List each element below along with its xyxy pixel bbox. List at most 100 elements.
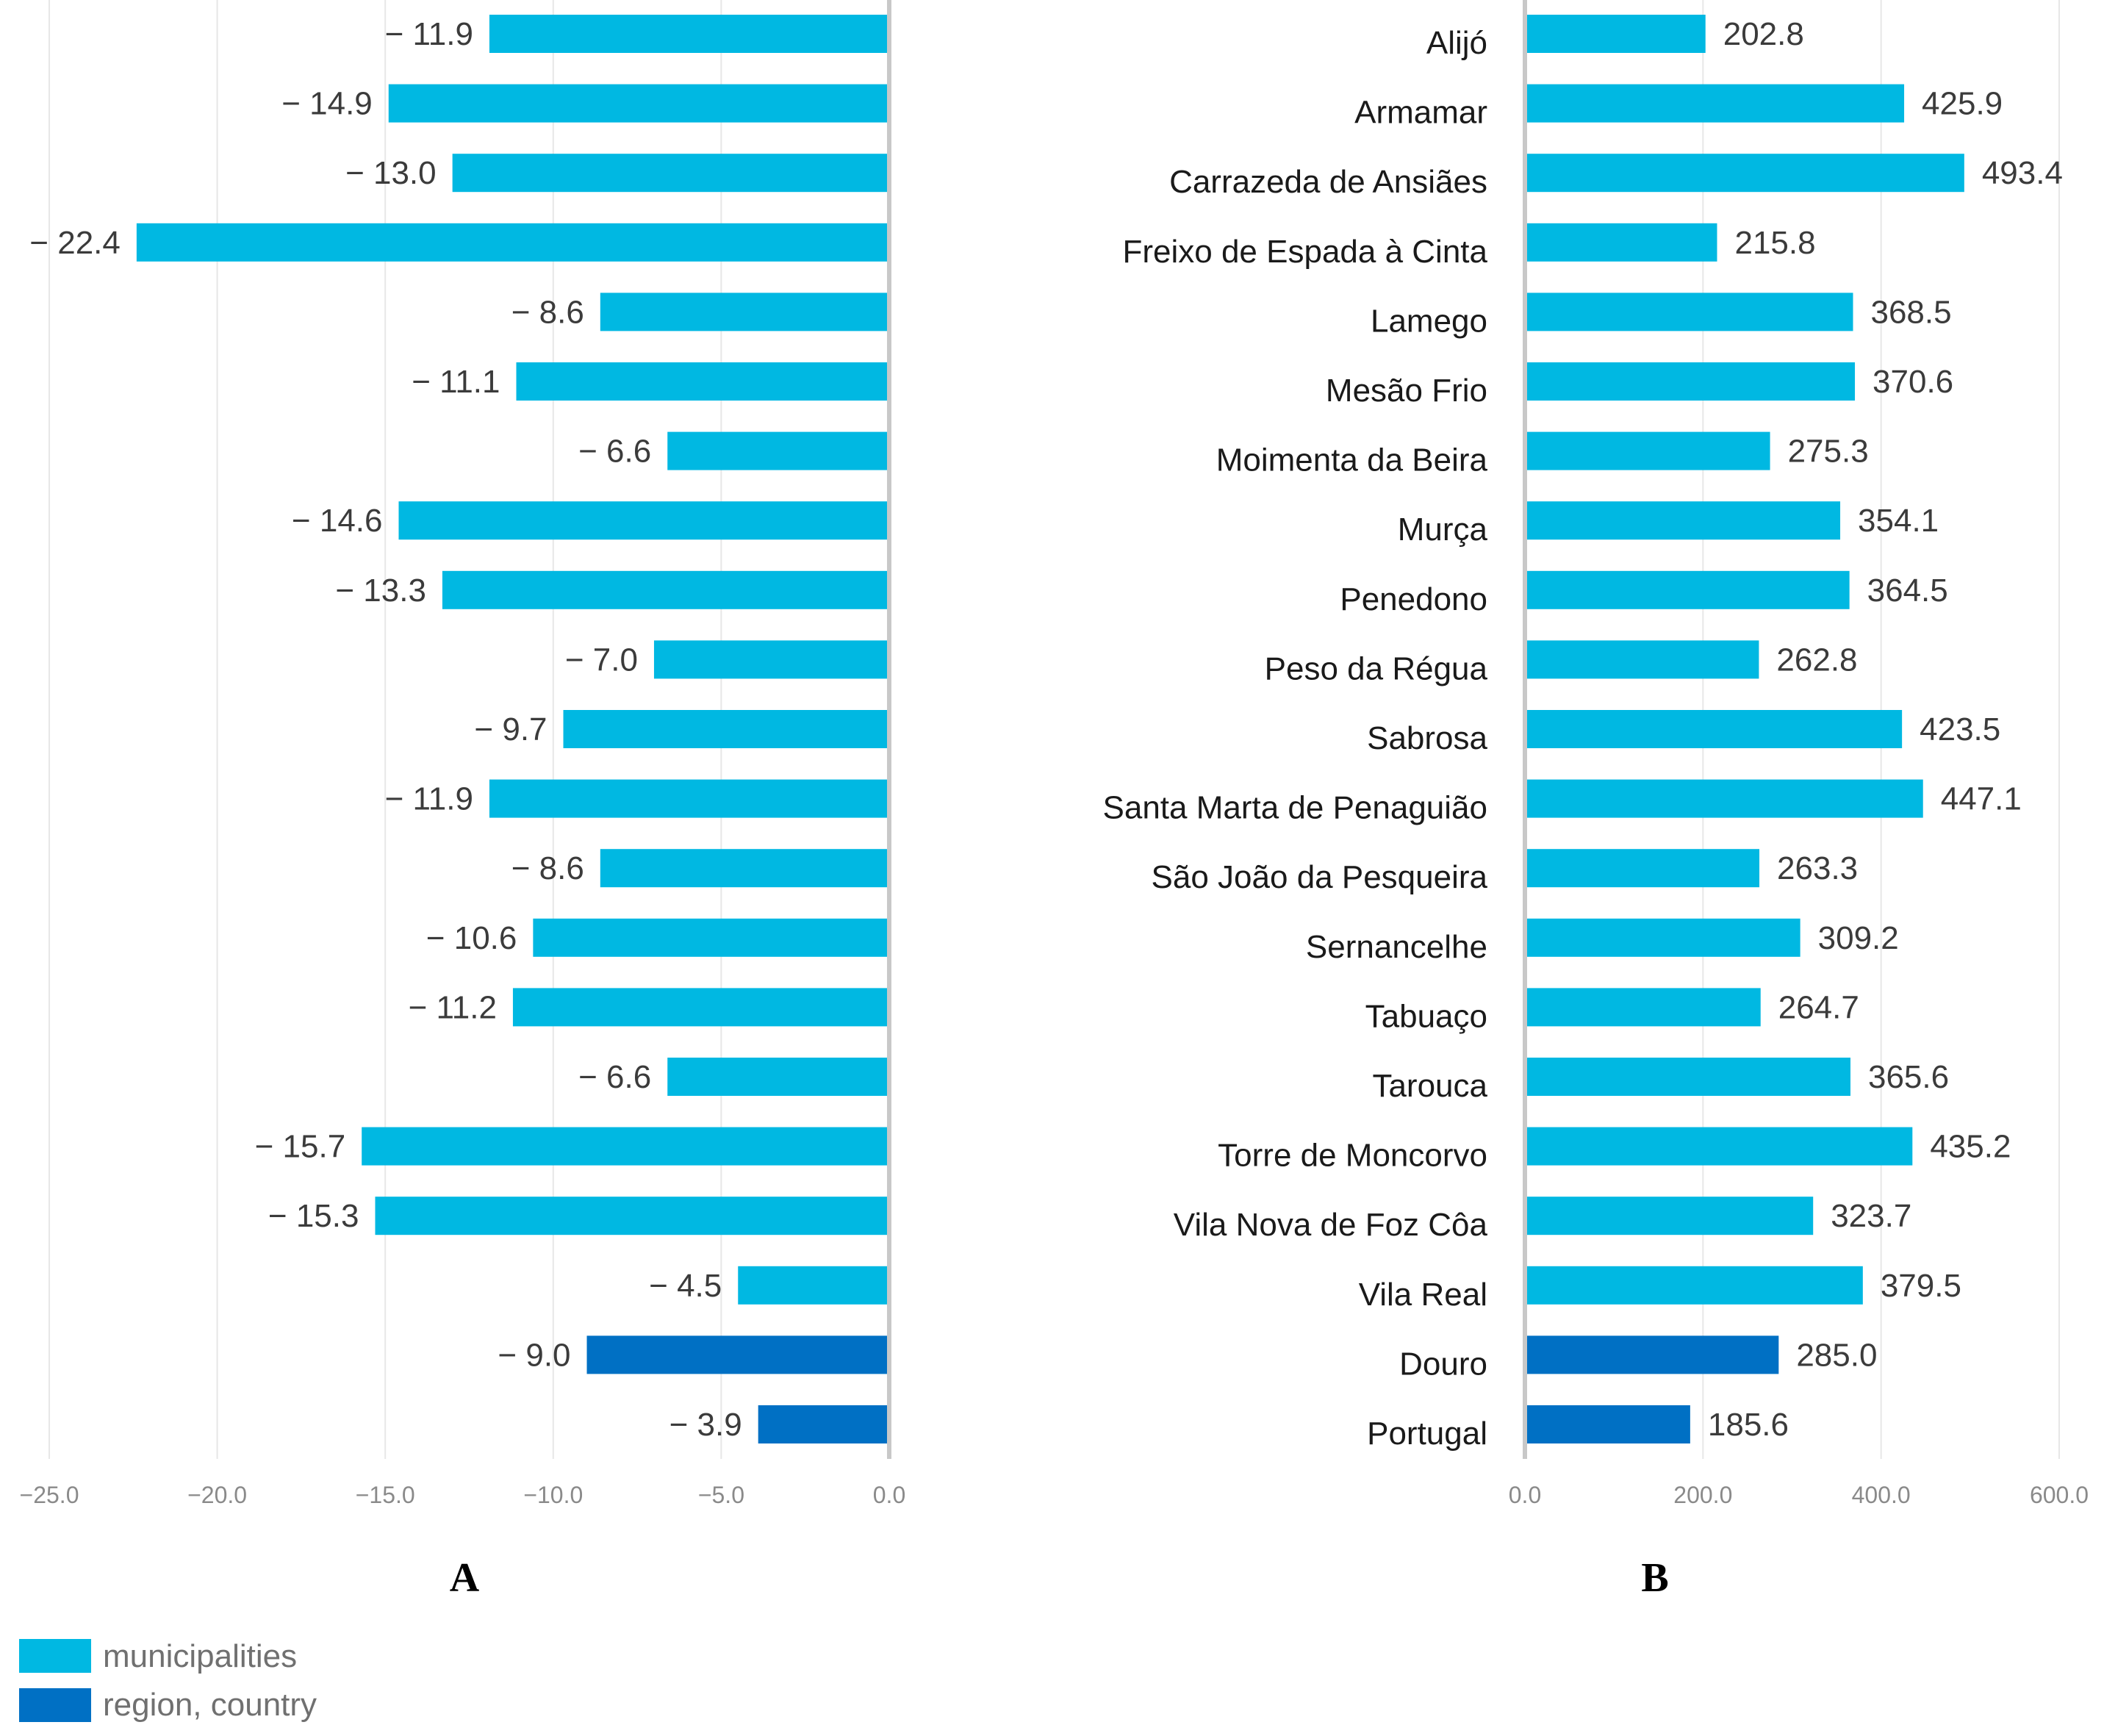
panel-b-label: B: [1641, 1555, 1668, 1601]
panel-a-bar: [738, 1266, 889, 1305]
panel-a-bar: [442, 570, 889, 609]
panel-a-x-tick-labels: −25.0 −20.0 −15.0 −10.0 −5.0 0.0: [20, 1482, 906, 1508]
panel-a-bar: [516, 362, 889, 401]
panel-a-value-label: − 15.7: [255, 1129, 346, 1165]
panel-b-x-tick-label: 200.0: [1673, 1482, 1732, 1508]
panel-b-bar: [1525, 1058, 1850, 1096]
panel-a-bar: [489, 15, 889, 53]
panel-a-value-label: − 13.0: [345, 155, 437, 191]
panel-b-value-label: 423.5: [1920, 711, 2000, 747]
panel-b-x-tick-label: 400.0: [1852, 1482, 1911, 1508]
panel-a-value-label: − 8.6: [511, 850, 584, 886]
panel-a-bar: [563, 710, 889, 748]
panel-b-bar: [1525, 154, 1964, 193]
panel-b-category-label: Sabrosa: [1367, 720, 1487, 756]
panel-b-bar: [1525, 1266, 1863, 1305]
panel-b-x-tick-labels: 0.0 200.0 400.0 600.0: [1509, 1482, 2089, 1508]
panel-b-category-label: Douro: [1399, 1346, 1487, 1382]
panel-b-category-label: Lamego: [1371, 303, 1487, 339]
panel-b-value-label: 202.8: [1723, 16, 1804, 52]
panel-b-category-label: Freixo de Espada à Cinta: [1122, 234, 1487, 270]
panel-a-x-tick-label: −20.0: [187, 1482, 247, 1508]
panel-b-value-label: 435.2: [1930, 1129, 2011, 1165]
panel-a-value-label: − 14.9: [281, 86, 373, 122]
panel-b-bar: [1525, 570, 1850, 609]
panel-a-value-label: − 6.6: [578, 434, 651, 470]
panel-a-x-tick-label: 0.0: [873, 1482, 905, 1508]
panel-a-bars: [136, 15, 890, 1443]
panel-a-value-label: − 9.7: [474, 711, 547, 747]
panel-b-value-label: 185.6: [1708, 1407, 1789, 1443]
panel-b-value-label: 263.3: [1777, 850, 1858, 886]
panel-b-bar: [1525, 849, 1760, 888]
panel-b-bar: [1525, 293, 1853, 331]
panel-b-bar: [1525, 431, 1770, 470]
panel-b-bar: [1525, 84, 1905, 123]
panel-a-bar: [398, 501, 889, 540]
panel-b-x-tick-label: 0.0: [1509, 1482, 1541, 1508]
panel-b-bars: [1525, 15, 1964, 1443]
panel-a-bar: [600, 293, 889, 331]
panel-a-x-tick-label: −10.0: [523, 1482, 583, 1508]
panel-a-value-label: − 10.6: [426, 920, 517, 956]
panel-a-bar: [512, 988, 889, 1027]
panel-a-value-label: − 15.3: [268, 1198, 359, 1234]
panel-a-bar: [758, 1405, 889, 1443]
panel-a-value-label: − 7.0: [565, 642, 638, 678]
panel-b-category-label: Tarouca: [1372, 1068, 1487, 1104]
panel-a-value-label: − 3.9: [669, 1407, 742, 1443]
panel-b-x-tick-label: 600.0: [2030, 1482, 2089, 1508]
panel-a-value-label: − 9.0: [498, 1337, 570, 1373]
panel-a-x-tick-label: −25.0: [20, 1482, 79, 1508]
panel-b-bar: [1525, 640, 1759, 679]
panel-a-value-label: − 11.9: [385, 16, 473, 52]
panel-b-value-label: 275.3: [1788, 434, 1869, 470]
panel-b-category-label: Murça: [1398, 512, 1488, 548]
panel-b-category-label: Sernancelhe: [1306, 929, 1487, 965]
panel-b-value-label: 264.7: [1778, 989, 1859, 1025]
panel-b-value-label: 365.6: [1868, 1059, 1949, 1095]
legend-swatch-region-country: [19, 1688, 91, 1722]
panel-a-bar: [667, 431, 889, 470]
panel-b-bar: [1525, 918, 1800, 957]
legend-swatch-municipalities: [19, 1639, 91, 1673]
panel-b-bar: [1525, 223, 1717, 262]
panel-a-value-label: − 11.2: [409, 989, 497, 1025]
panel-b-bar: [1525, 15, 1706, 53]
panel-b-category-label: Carrazeda de Ansiães: [1169, 164, 1487, 200]
panel-a-bar: [533, 918, 889, 957]
panel-b-value-label: 323.7: [1831, 1198, 1911, 1234]
panel-b-value-label: 354.1: [1858, 503, 1939, 539]
panel-a-bar: [136, 223, 890, 262]
panel-a-value-label: − 8.6: [511, 294, 584, 330]
panel-a-value-labels: − 11.9 − 14.9 − 13.0 − 22.4 − 8.6 − 11.1 − 6.6…: [29, 16, 742, 1443]
legend: municipalities region, country: [19, 1638, 317, 1723]
panel-a-bar: [653, 640, 889, 679]
panel-b-category-label: Armamar: [1354, 95, 1487, 131]
panel-b-bar: [1525, 1335, 1779, 1374]
panel-b-category-label: Peso da Régua: [1265, 650, 1488, 686]
panel-b-category-label: Vila Nova de Foz Côa: [1174, 1207, 1488, 1243]
panel-a-bar: [667, 1058, 889, 1096]
panel-b-category-label: Alijó: [1426, 25, 1487, 61]
panel-a-value-label: − 4.5: [649, 1268, 722, 1304]
panel-b-bar: [1525, 501, 1841, 540]
panel-b-chart: Alijó Armamar Carrazeda de Ansiães Freixo d…: [1103, 0, 2089, 1601]
legend-label-municipalities: municipalities: [103, 1638, 297, 1674]
panel-a-value-label: − 11.9: [385, 781, 473, 817]
panel-b-value-label: 262.8: [1776, 642, 1857, 678]
panel-a-value-label: − 6.6: [578, 1059, 651, 1095]
panel-a-bar: [600, 849, 889, 888]
panel-b-value-label: 285.0: [1796, 1337, 1877, 1373]
panel-b-value-label: 425.9: [1922, 86, 2003, 122]
panel-b-category-labels: Alijó Armamar Carrazeda de Ansiães Freixo d…: [1103, 25, 1488, 1452]
panel-a-bar: [375, 1197, 889, 1235]
panel-b-bar: [1525, 1197, 1814, 1235]
panel-b-category-label: Vila Real: [1359, 1277, 1487, 1313]
panel-a-bar: [489, 779, 889, 818]
panel-b-value-label: 379.5: [1881, 1268, 1961, 1304]
panel-b-value-label: 447.1: [1941, 781, 2022, 817]
panel-b-category-label: Santa Marta de Penaguião: [1103, 790, 1488, 826]
panel-a-chart: − 11.9 − 14.9 − 13.0 − 22.4 − 8.6 − 11.1 − 6.6…: [20, 0, 906, 1601]
